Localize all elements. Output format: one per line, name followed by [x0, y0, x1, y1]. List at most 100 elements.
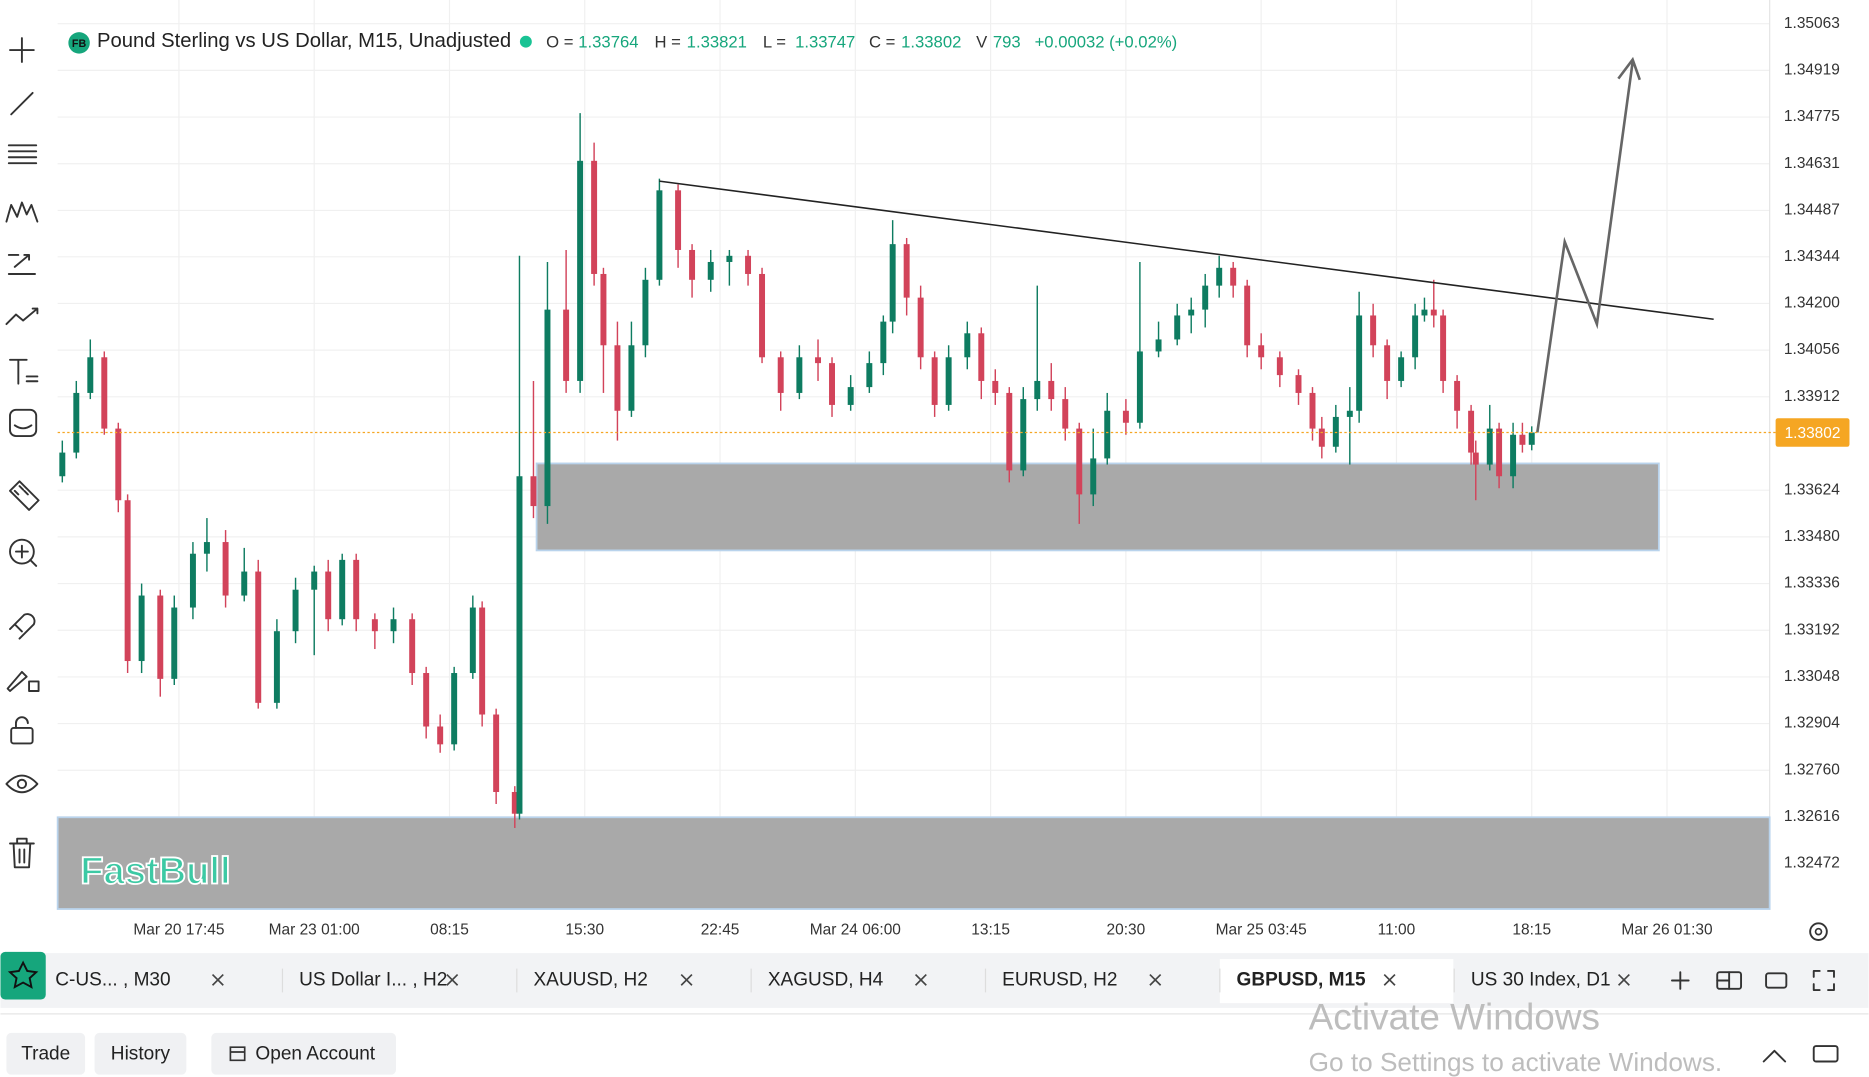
bottom-button[interactable]	[6, 1032, 86, 1075]
trend-line[interactable]	[659, 180, 1714, 321]
y-tick-label: 1.34200	[1784, 295, 1840, 312]
candle-body	[87, 357, 94, 393]
tab-label[interactable]: C-US... , M30	[55, 970, 170, 991]
tab-close[interactable]	[1617, 973, 1630, 986]
tab-label[interactable]: EURUSD, H2	[1002, 970, 1117, 991]
text-tool[interactable]	[9, 358, 39, 385]
line-tool[interactable]	[10, 91, 34, 116]
lock-tool[interactable]	[10, 726, 34, 745]
tab-label[interactable]: XAUUSD, H2	[533, 970, 647, 991]
tab-close[interactable]	[446, 973, 459, 986]
candle-body	[1412, 315, 1419, 358]
candle-body	[614, 345, 621, 411]
x-tick-label: 20:30	[1107, 922, 1146, 939]
x-tick-label: Mar 23 01:00	[269, 922, 360, 939]
candle-body	[1309, 392, 1316, 429]
fib-tool[interactable]	[7, 144, 38, 165]
gear[interactable]	[1809, 922, 1828, 941]
activate-subtitle: Go to Settings to activate Windows.	[1309, 1047, 1723, 1077]
tab-label[interactable]: US 30 Index, D1	[1471, 970, 1611, 991]
candle-body	[847, 387, 854, 405]
fullscreen[interactable]	[1812, 970, 1835, 991]
lock-draw-tool[interactable]	[6, 670, 40, 692]
tab-label[interactable]: GBPUSD, M15	[1237, 970, 1367, 991]
trend-tool[interactable]	[5, 307, 39, 326]
toolbar	[5, 37, 40, 869]
tab-close[interactable]	[1149, 973, 1162, 986]
candle-body	[1398, 357, 1405, 381]
expand-panel[interactable]	[1762, 1049, 1787, 1063]
magnet-tool[interactable]	[9, 613, 36, 640]
x-tick-label: 13:15	[971, 922, 1010, 939]
candles	[59, 113, 1535, 828]
legend-value: 1.33764	[578, 32, 638, 51]
candle-body	[628, 345, 635, 411]
tab-close[interactable]	[680, 973, 693, 986]
candle-body	[423, 673, 430, 727]
legend-value: 1.33802	[901, 32, 961, 51]
star-icon	[7, 960, 39, 989]
tab-bar	[0, 953, 1869, 1008]
legend-value: 793	[993, 32, 1021, 51]
candle-body	[189, 553, 196, 608]
candle-body	[689, 249, 696, 280]
candle-body	[222, 542, 229, 596]
candle-body	[138, 595, 145, 662]
bottom-button[interactable]	[211, 1032, 396, 1075]
candle-body	[409, 619, 416, 674]
change: +0.00032 (+0.02%)	[1035, 32, 1178, 51]
projection-tool[interactable]	[7, 254, 36, 275]
tab-close[interactable]	[914, 973, 927, 986]
bottom-bar: Trade History Open Account	[6, 1032, 396, 1075]
legend-label: O =	[546, 32, 573, 51]
favorites-button[interactable]	[0, 951, 46, 1000]
candle-body	[1244, 285, 1251, 346]
candle-body	[656, 190, 663, 280]
candle-body	[777, 357, 784, 393]
x-tick-label: Mar 20 17:45	[133, 922, 224, 939]
candle-body	[707, 261, 714, 280]
visibility-tool[interactable]	[5, 774, 39, 794]
add-tab[interactable]	[1671, 971, 1690, 990]
candle-body	[73, 392, 80, 453]
bottom-button[interactable]	[94, 1032, 187, 1075]
tab-close[interactable]	[211, 973, 224, 986]
candle-body	[1332, 416, 1339, 447]
tab-label[interactable]: XAGUSD, H4	[768, 970, 884, 991]
demand-zone[interactable]	[535, 462, 1660, 552]
y-tick-label: 1.32904	[1784, 715, 1840, 732]
single-layout[interactable]	[1765, 972, 1788, 989]
candle-body	[273, 631, 280, 703]
candle-body	[1346, 410, 1353, 417]
candle-body	[1486, 428, 1493, 465]
tab-label[interactable]: US Dollar I... , H2	[299, 970, 447, 991]
live-dot	[519, 35, 532, 48]
legend-value: 1.33747	[795, 32, 855, 51]
candle-body	[530, 476, 537, 507]
candle-body	[964, 333, 971, 358]
symbol-badge-bg	[68, 32, 90, 54]
support-zone[interactable]	[56, 816, 1771, 910]
y-tick-label: 1.34775	[1784, 108, 1840, 125]
settings-button[interactable]	[1809, 922, 1828, 941]
candle-body	[759, 273, 766, 358]
zoom-tool[interactable]	[9, 538, 35, 565]
pattern-tool[interactable]	[5, 201, 39, 223]
lock-shackle	[14, 716, 29, 729]
candle-body	[59, 452, 66, 477]
crosshair-tool[interactable]	[9, 37, 35, 63]
projection-arrow[interactable]	[1536, 61, 1634, 433]
candle-body	[1258, 345, 1265, 358]
tab-close[interactable]	[1383, 973, 1396, 986]
x-tick-label: 11:00	[1378, 922, 1416, 939]
candle-body	[1020, 399, 1027, 471]
emoji-smile	[13, 424, 33, 430]
emoji-tool[interactable]	[9, 408, 38, 437]
legend-label: V	[976, 32, 988, 51]
delete-tool[interactable]	[9, 837, 35, 869]
y-tick-label: 1.34919	[1784, 61, 1840, 78]
candle-body	[577, 160, 584, 381]
panel-layout[interactable]	[1812, 1045, 1839, 1063]
symbol-badge: FB	[72, 38, 87, 50]
ruler-tool[interactable]	[9, 480, 40, 511]
